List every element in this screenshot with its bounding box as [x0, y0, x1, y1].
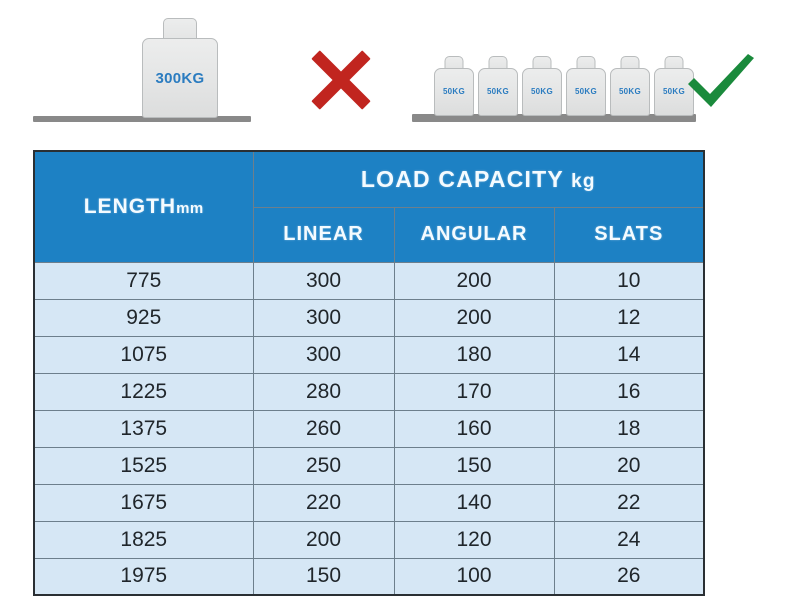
weight-label: 50KG: [662, 87, 686, 96]
cell-linear: 200: [252, 520, 395, 559]
column-header-length-text: LENGTH: [83, 194, 177, 218]
cell-length: 1975: [33, 557, 254, 596]
table-row: 1075 300 180 14: [33, 335, 705, 374]
table-row: 1825 200 120 24: [33, 520, 705, 559]
weight-body: 50KG: [610, 68, 650, 116]
table-header: LENGTHmm LOAD CAPACITY kg LINEAR ANGULAR…: [33, 150, 705, 263]
weight-50kg: 50KG: [522, 56, 562, 116]
weight-knob: [576, 56, 596, 71]
cell-angular: 170: [393, 372, 555, 411]
cell-angular: 120: [393, 520, 555, 559]
header-row-primary: LENGTHmm LOAD CAPACITY kg: [33, 150, 705, 263]
cell-linear: 300: [252, 298, 395, 337]
column-header-linear: LINEAR: [252, 206, 395, 263]
cell-slats: 26: [553, 557, 705, 596]
weight-50kg: 50KG: [566, 56, 606, 116]
table-row: 925 300 200 12: [33, 298, 705, 337]
cell-length: 1375: [33, 409, 254, 448]
cell-linear: 250: [252, 446, 395, 485]
weight-body: 50KG: [522, 68, 562, 116]
table-row: 1675 220 140 22: [33, 483, 705, 522]
column-header-angular: ANGULAR: [393, 206, 555, 263]
header-row-secondary: LINEAR ANGULAR SLATS: [34, 206, 705, 263]
weight-label: 50KG: [530, 87, 554, 96]
weight-body: 300KG: [142, 38, 218, 118]
weight-300kg: 300KG: [142, 18, 218, 118]
cell-linear: 280: [252, 372, 395, 411]
check-icon: [684, 52, 756, 110]
cell-slats: 22: [553, 483, 705, 522]
cell-slats: 24: [553, 520, 705, 559]
table-body: 775 300 200 10 925 300 200 12 1075 300 180 14 1225 28…: [33, 261, 705, 596]
load-capacity-table: LENGTHmm LOAD CAPACITY kg LINEAR ANGULAR…: [33, 150, 706, 596]
cell-linear: 300: [252, 261, 395, 300]
column-header-load-capacity: LOAD CAPACITY kg: [252, 150, 705, 208]
weight-body: 50KG: [654, 68, 694, 116]
weight-knob: [444, 56, 464, 71]
weight-label: 50KG: [442, 87, 466, 96]
cell-length: 1075: [33, 335, 254, 374]
cell-angular: 200: [393, 298, 555, 337]
cell-angular: 150: [393, 446, 555, 485]
weight-body: 50KG: [434, 68, 474, 116]
weight-label: 50KG: [618, 87, 642, 96]
weight-50kg: 50KG: [434, 56, 474, 116]
weight-50kg: 50KG: [478, 56, 518, 116]
cell-angular: 160: [393, 409, 555, 448]
cell-angular: 140: [393, 483, 555, 522]
cell-linear: 260: [252, 409, 395, 448]
weight-knob: [488, 56, 508, 71]
weight-body: 50KG: [478, 68, 518, 116]
cell-angular: 180: [393, 335, 555, 374]
platform-bar-right: [412, 114, 696, 122]
cell-linear: 150: [252, 557, 395, 596]
cell-angular: 200: [393, 261, 555, 300]
cell-length: 1225: [33, 372, 254, 411]
cross-icon: [310, 50, 372, 110]
weight-knob: [664, 56, 684, 71]
column-header-length-unit: mm: [176, 199, 204, 217]
table-row: 775 300 200 10: [33, 261, 705, 300]
table-row: 1375 260 160 18: [33, 409, 705, 448]
weight-50kg: 50KG: [610, 56, 650, 116]
weight-50kg: 50KG: [654, 56, 694, 116]
weight-knob: [532, 56, 552, 71]
table-row: 1975 150 100 26: [33, 557, 705, 596]
cell-length: 775: [33, 261, 254, 300]
cell-length: 1675: [33, 483, 254, 522]
weight-knob: [620, 56, 640, 71]
weight-body: 50KG: [566, 68, 606, 116]
cell-slats: 20: [553, 446, 705, 485]
cell-length: 1825: [33, 520, 254, 559]
table-row: 1525 250 150 20: [33, 446, 705, 485]
table-row: 1225 280 170 16: [33, 372, 705, 411]
cell-slats: 12: [553, 298, 705, 337]
column-header-length: LENGTHmm: [33, 150, 254, 263]
column-header-load-capacity-unit: kg: [571, 170, 596, 192]
platform-bar-left: [33, 116, 251, 122]
weight-label: 50KG: [486, 87, 510, 96]
cell-length: 1525: [33, 446, 254, 485]
column-header-slats: SLATS: [553, 206, 705, 263]
cell-linear: 220: [252, 483, 395, 522]
cell-linear: 300: [252, 335, 395, 374]
cell-length: 925: [33, 298, 254, 337]
cell-slats: 10: [553, 261, 705, 300]
cell-slats: 14: [553, 335, 705, 374]
cell-slats: 18: [553, 409, 705, 448]
cell-slats: 16: [553, 372, 705, 411]
cell-angular: 100: [393, 557, 555, 596]
weight-label: 50KG: [574, 87, 598, 96]
weight-label: 300KG: [155, 69, 205, 87]
illustration-band: 300KG 50KG 50KG 50KG: [0, 0, 800, 140]
column-header-load-capacity-text: LOAD CAPACITY: [360, 165, 564, 192]
